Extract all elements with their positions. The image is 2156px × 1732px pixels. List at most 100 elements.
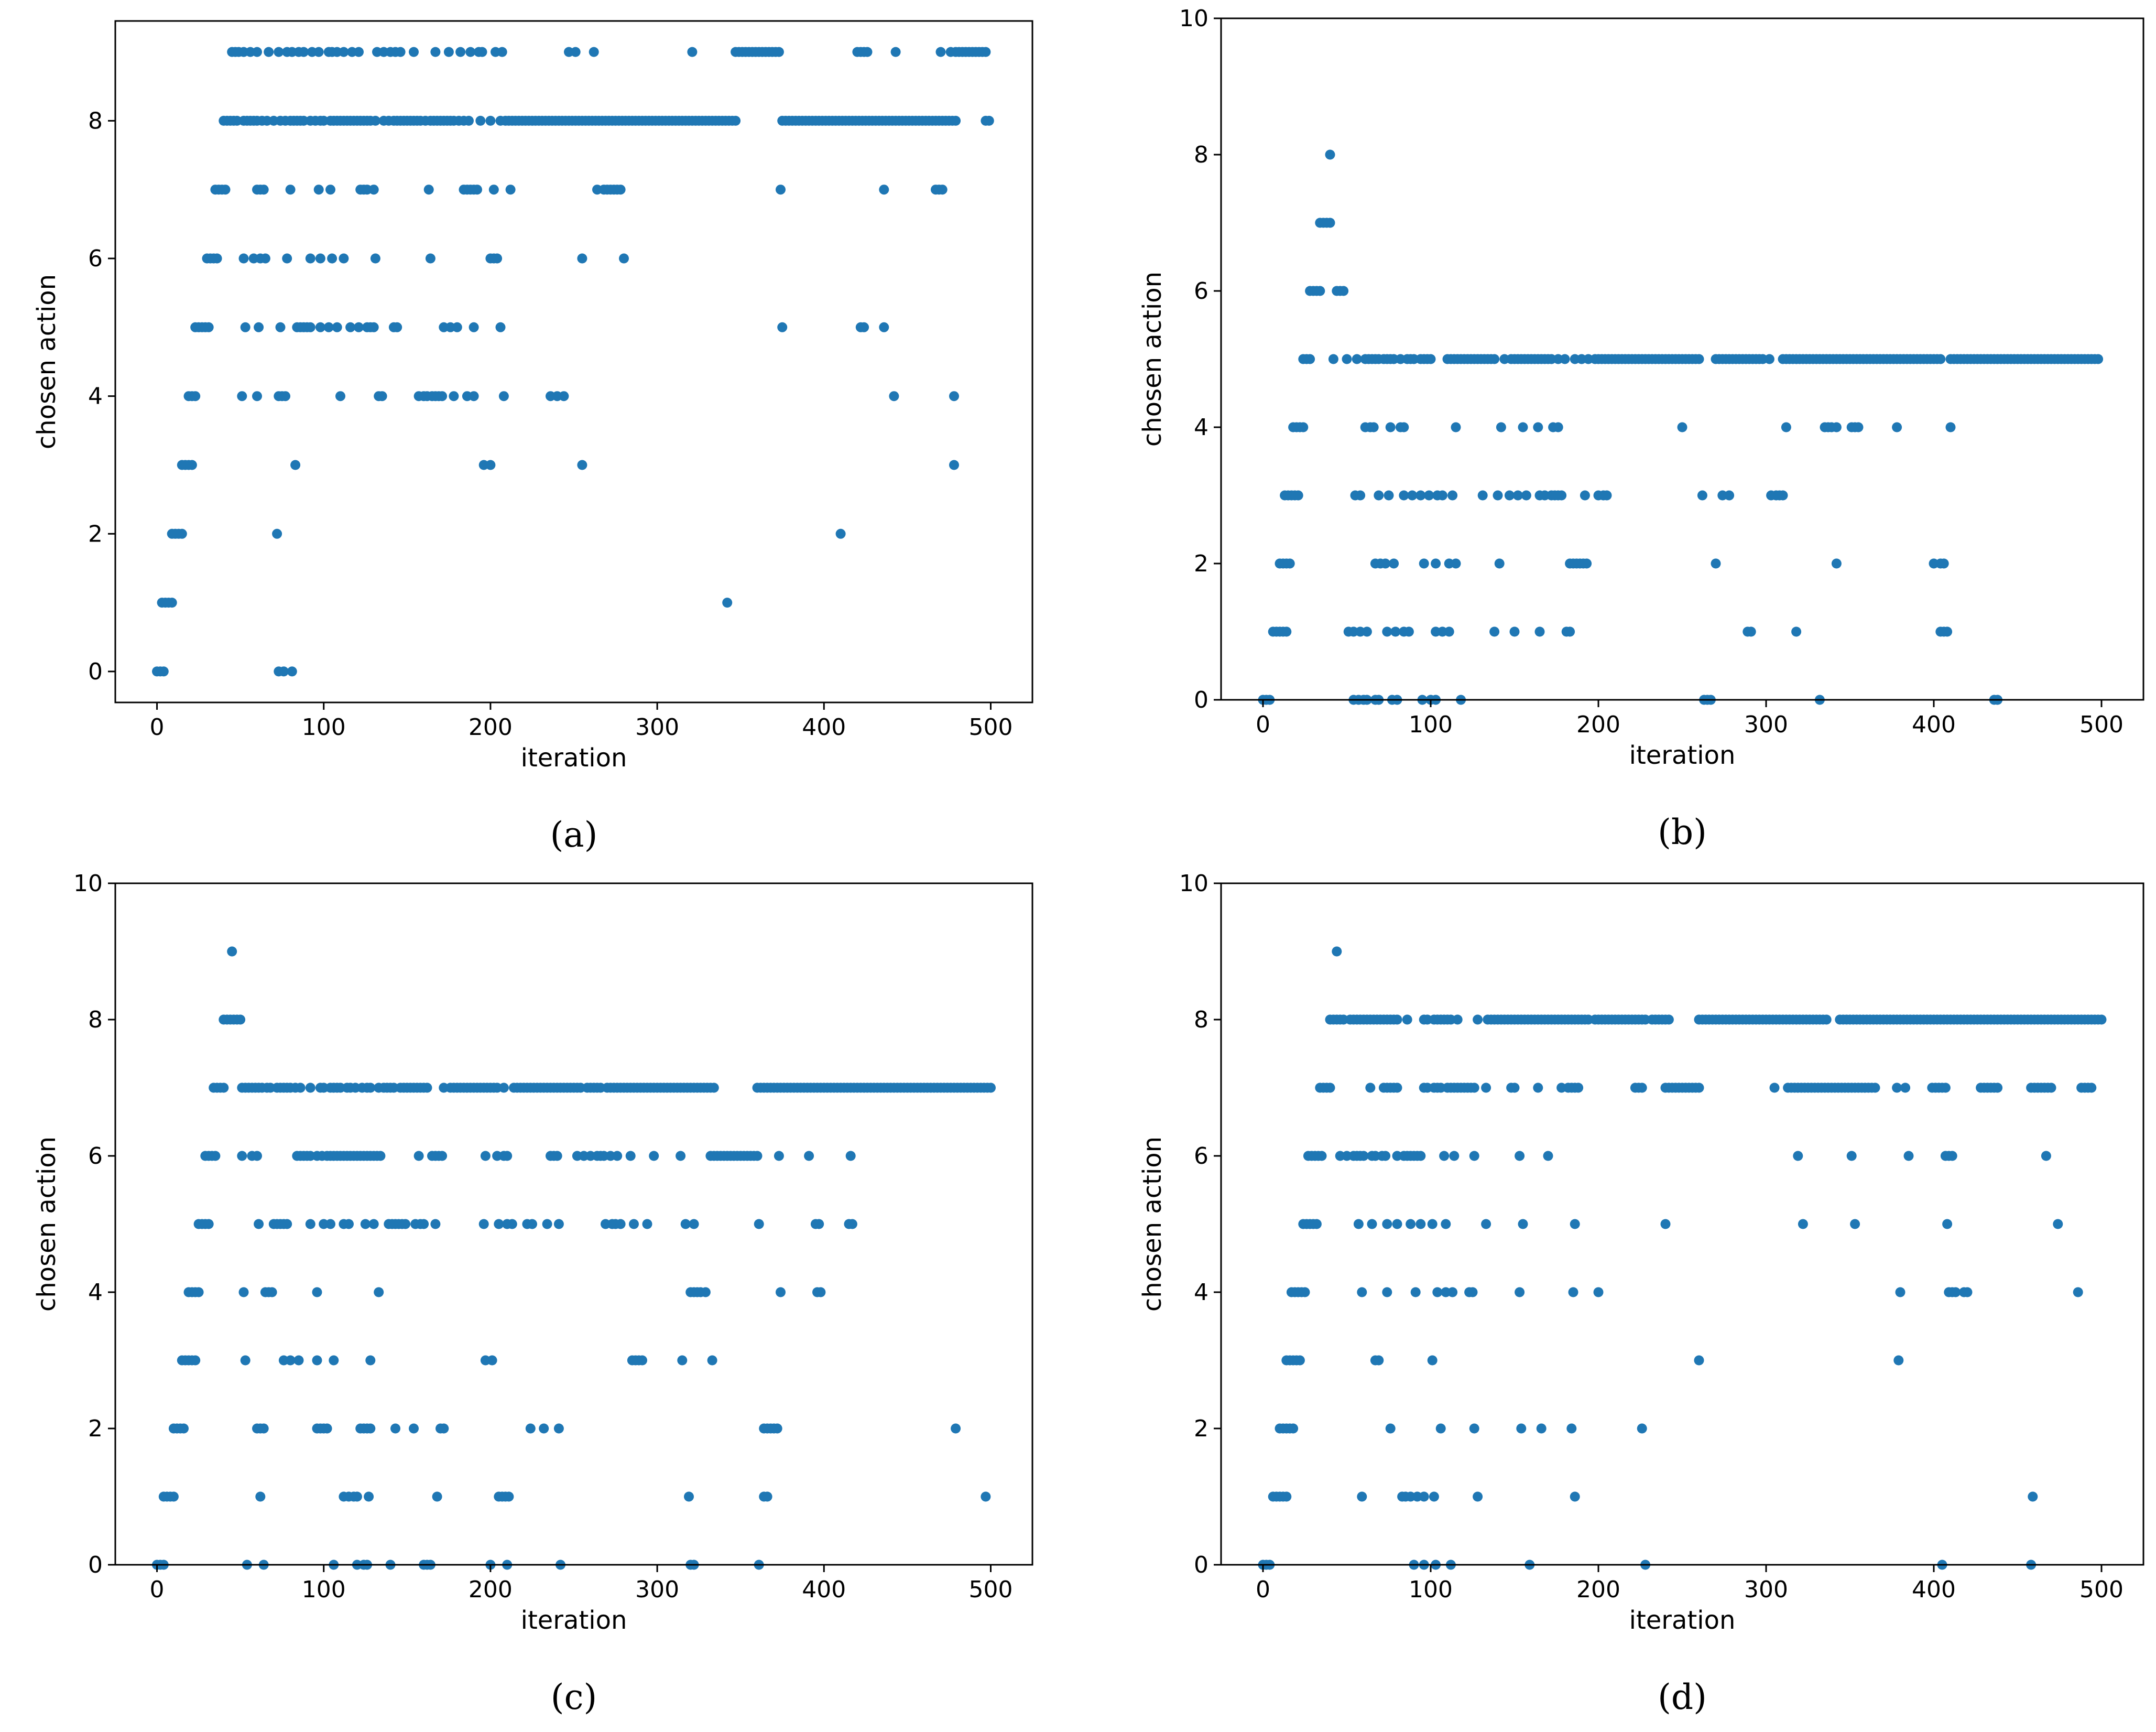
data-point [425, 253, 435, 264]
y-tick-label: 8 [88, 107, 103, 134]
data-point [1637, 1082, 1647, 1093]
data-point [439, 1423, 449, 1434]
data-point [290, 460, 301, 470]
data-point [1560, 354, 1570, 364]
data-point [335, 391, 345, 402]
data-point [684, 1491, 694, 1502]
panel-caption: (d) [1658, 1677, 1707, 1717]
data-point [322, 1423, 332, 1434]
data-point [709, 1082, 719, 1093]
data-point [272, 528, 282, 539]
data-point [237, 391, 247, 402]
data-point [1711, 558, 1721, 569]
data-point [252, 1151, 262, 1161]
data-point [179, 1423, 189, 1434]
data-point [1355, 490, 1366, 501]
data-point [332, 322, 342, 332]
data-point [258, 1423, 269, 1434]
data-point [1892, 1082, 1902, 1093]
data-point [1534, 626, 1545, 637]
data-point [1425, 354, 1436, 364]
data-point [1305, 354, 1315, 364]
data-point [168, 1491, 179, 1502]
data-point [278, 666, 289, 677]
data-point [542, 1219, 552, 1229]
data-point [1518, 422, 1528, 432]
data-point [1365, 1082, 1376, 1093]
data-point [1399, 490, 1409, 501]
data-point [981, 1491, 991, 1502]
data-point [752, 1151, 763, 1161]
data-point [1451, 422, 1461, 432]
data-point [477, 47, 487, 57]
data-point [1556, 490, 1567, 501]
data-point [1481, 1082, 1491, 1093]
data-point [390, 1423, 400, 1434]
data-point [455, 47, 466, 57]
data-point [890, 47, 901, 57]
data-point [505, 185, 516, 195]
data-point [238, 1287, 249, 1297]
x-tick-label: 500 [2079, 1576, 2124, 1603]
data-point [2041, 1151, 2051, 1161]
data-point [400, 1219, 411, 1229]
data-point [437, 391, 448, 402]
x-tick-label: 400 [802, 1576, 846, 1603]
data-point [1419, 558, 1429, 569]
data-point [1325, 218, 1335, 228]
x-tick-label: 200 [1576, 711, 1620, 738]
x-tick-label: 0 [150, 714, 165, 741]
x-tick-label: 500 [968, 714, 1012, 741]
data-point [313, 47, 324, 57]
data-point [423, 185, 434, 195]
data-point [680, 1219, 691, 1229]
data-point [488, 185, 499, 195]
x-tick-label: 300 [1744, 711, 1788, 738]
data-point [1469, 1151, 1479, 1161]
data-point [267, 1287, 277, 1297]
data-point [1518, 1219, 1528, 1229]
data-point [1300, 1287, 1310, 1297]
data-point [1533, 1082, 1543, 1093]
y-tick-label: 10 [1179, 870, 1208, 897]
data-point [1945, 422, 1956, 432]
y-tick-label: 2 [1194, 550, 1208, 577]
data-point [1467, 1287, 1478, 1297]
data-point [1439, 1151, 1450, 1161]
data-point [1536, 1423, 1547, 1434]
data-point [498, 391, 509, 402]
data-point [776, 1287, 786, 1297]
data-point [1516, 1423, 1527, 1434]
y-axis-label: chosen action [32, 1136, 61, 1312]
data-point [498, 1082, 509, 1093]
y-axis-label: chosen action [1138, 272, 1167, 447]
data-point [305, 1219, 315, 1229]
data-point [1962, 1287, 1973, 1297]
data-point [212, 253, 222, 264]
data-point [772, 1423, 782, 1434]
data-point [2073, 1287, 2083, 1297]
x-tick-label: 500 [2079, 711, 2124, 738]
data-point [1663, 1014, 1674, 1025]
y-tick-label: 4 [1194, 1279, 1208, 1306]
data-point [1870, 1082, 1880, 1093]
data-point [1338, 286, 1349, 296]
data-point [352, 1491, 362, 1502]
data-point [495, 322, 506, 332]
x-tick-label: 200 [469, 1576, 513, 1603]
data-point [1415, 1151, 1426, 1161]
data-point [1449, 1151, 1460, 1161]
data-point [777, 322, 788, 332]
y-tick-label: 8 [88, 1006, 103, 1033]
data-point [312, 1287, 322, 1297]
data-point [1402, 1014, 1412, 1025]
data-point [325, 185, 335, 195]
data-point [527, 1219, 537, 1229]
data-point [1493, 490, 1503, 501]
data-point [804, 1151, 814, 1161]
data-point [700, 1287, 711, 1297]
y-tick-label: 6 [1194, 278, 1208, 305]
data-point [370, 115, 380, 126]
data-point [1384, 490, 1394, 501]
